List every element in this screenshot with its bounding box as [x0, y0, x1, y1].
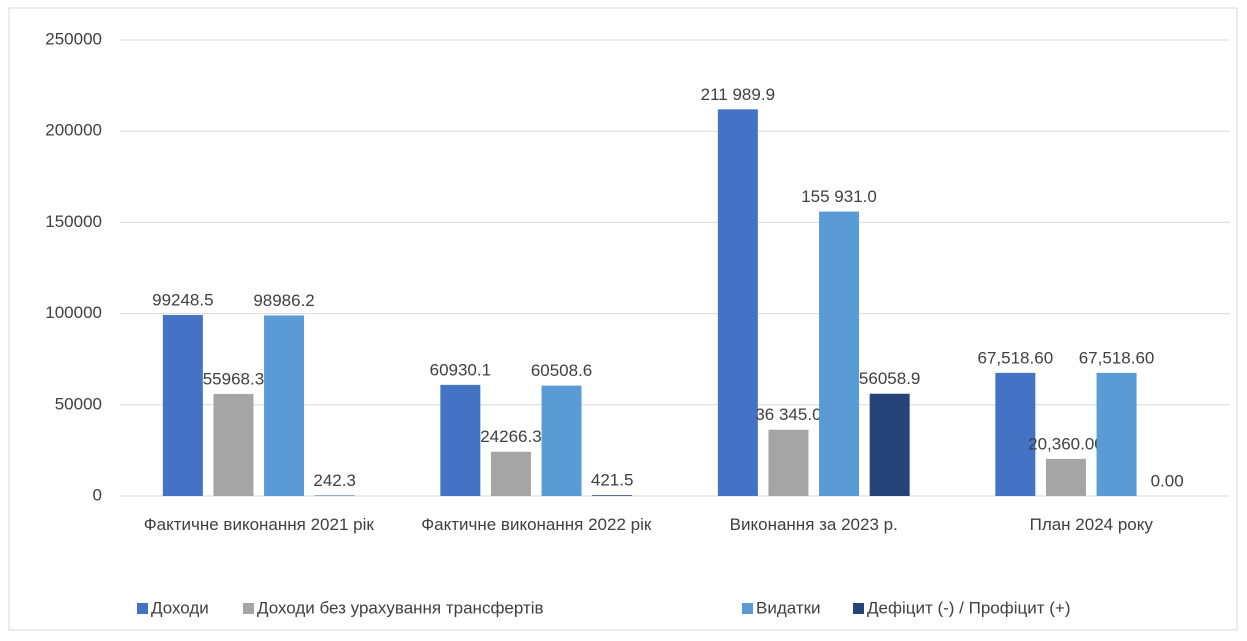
value-label: 242.3 — [313, 471, 356, 490]
bar — [162, 314, 203, 496]
bar — [592, 495, 633, 496]
bar — [1045, 458, 1086, 496]
legend-swatch — [853, 603, 864, 614]
y-tick-label: 50000 — [55, 394, 102, 413]
y-tick-label: 100000 — [45, 303, 102, 322]
bar — [995, 372, 1036, 496]
bar — [264, 315, 305, 496]
x-tick-label: План 2024 року — [1029, 515, 1153, 534]
value-label: 98986.2 — [253, 291, 314, 310]
value-label: 67,518.60 — [978, 348, 1054, 367]
legend-label: Доходи — [151, 598, 209, 617]
value-label: 56058.9 — [859, 369, 920, 388]
bar — [541, 385, 582, 496]
x-tick-label: Фактичне виконання 2022 рік — [421, 515, 652, 534]
legend-label: Видатки — [756, 598, 821, 617]
value-label: 0.00 — [1151, 471, 1184, 490]
value-label: 60508.6 — [531, 361, 592, 380]
bar — [213, 393, 254, 496]
legend-swatch — [742, 603, 753, 614]
bar — [869, 393, 910, 496]
value-label: 67,518.60 — [1079, 348, 1155, 367]
value-label: 99248.5 — [152, 290, 213, 309]
value-label: 55968.3 — [203, 369, 264, 388]
value-label: 155 931.0 — [801, 187, 877, 206]
y-tick-label: 200000 — [45, 121, 102, 140]
x-tick-label: Фактичне виконання 2021 рік — [143, 515, 374, 534]
value-label: 20,360.00 — [1028, 434, 1104, 453]
legend-label: Дефіцит (-) / Профіцит (+) — [867, 598, 1071, 617]
bar — [1096, 372, 1137, 496]
value-label: 421.5 — [591, 471, 634, 490]
chart-border — [8, 7, 1238, 631]
value-label: 36 345.0 — [755, 405, 821, 424]
y-tick-label: 150000 — [45, 212, 102, 231]
bar — [717, 109, 758, 497]
value-label: 60930.1 — [430, 360, 491, 379]
value-label: 24266.3 — [480, 427, 541, 446]
value-label: 211 989.9 — [701, 85, 775, 104]
bar — [819, 211, 860, 497]
y-tick-label: 250000 — [45, 29, 102, 48]
bar — [440, 384, 481, 496]
bar — [768, 429, 809, 496]
y-tick-label: 0 — [93, 485, 102, 504]
x-tick-label: Виконання за 2023 р. — [729, 515, 898, 534]
legend-swatch — [243, 603, 254, 614]
bar — [490, 451, 531, 496]
legend-swatch — [137, 603, 148, 614]
legend-label: Доходи без урахування трансфертів — [257, 598, 544, 617]
